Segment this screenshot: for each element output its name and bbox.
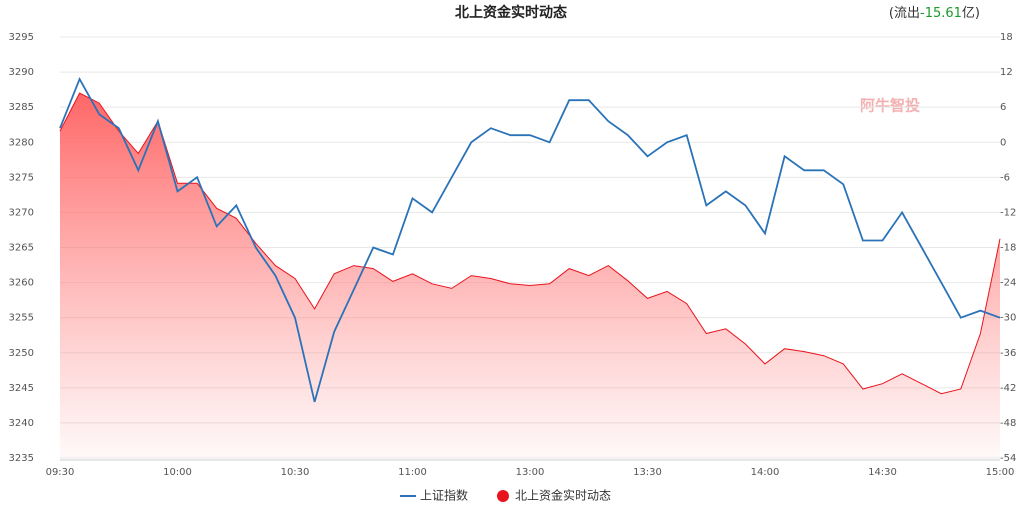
y-tick-label: 3240 bbox=[9, 418, 34, 429]
y2-tick-label: -42 bbox=[1000, 383, 1016, 394]
x-tick-label: 13:30 bbox=[633, 467, 662, 478]
watermark: 阿牛智投 bbox=[860, 97, 920, 115]
legend-swatch bbox=[497, 490, 509, 502]
y-tick-label: 3275 bbox=[9, 172, 34, 183]
y2-tick-label: -36 bbox=[1000, 348, 1016, 359]
legend-label: 上证指数 bbox=[420, 488, 468, 503]
legend-label: 北上资金实时动态 bbox=[515, 488, 611, 503]
x-tick-label: 10:00 bbox=[163, 467, 192, 478]
y-tick-label: 3235 bbox=[9, 453, 34, 464]
flow-note: (流出-15.61亿) bbox=[889, 6, 980, 21]
y2-tick-label: -18 bbox=[1000, 243, 1016, 254]
x-tick-label: 14:00 bbox=[751, 467, 780, 478]
x-tick-label: 10:30 bbox=[281, 467, 310, 478]
series-line bbox=[59, 92, 1001, 395]
y2-tick-label: -30 bbox=[1000, 313, 1016, 324]
area bbox=[60, 93, 1000, 458]
y2-tick-label: -48 bbox=[1000, 418, 1016, 429]
y-tick-label: 3260 bbox=[9, 278, 34, 289]
y-tick-label: 3295 bbox=[9, 32, 34, 43]
y-tick-label: 3280 bbox=[9, 137, 34, 148]
x-tick-label: 09:30 bbox=[46, 467, 75, 478]
y2-tick-label: 0 bbox=[1000, 137, 1006, 148]
series-line bbox=[59, 77, 1001, 403]
y2-tick-label: 12 bbox=[1000, 67, 1013, 78]
y-tick-label: 3270 bbox=[9, 207, 34, 218]
x-tick-label: 11:00 bbox=[398, 467, 427, 478]
y2-tick-label: -24 bbox=[1000, 278, 1016, 289]
flow-prefix: (流出 bbox=[889, 6, 920, 21]
y2-tick-label: 6 bbox=[1000, 102, 1006, 113]
flow-value: -15.61 bbox=[920, 6, 962, 21]
y-tick-label: 3290 bbox=[9, 67, 34, 78]
x-tick-label: 15:00 bbox=[986, 467, 1015, 478]
y-tick-label: 3265 bbox=[9, 243, 34, 254]
y-tick-label: 3255 bbox=[9, 313, 34, 324]
flow-suffix: 亿) bbox=[962, 6, 980, 21]
y-tick-label: 3250 bbox=[9, 348, 34, 359]
x-tick-label: 13:00 bbox=[516, 467, 545, 478]
y2-tick-label: -12 bbox=[1000, 207, 1016, 218]
y-tick-label: 3285 bbox=[9, 102, 34, 113]
y2-tick-label: -6 bbox=[1000, 172, 1010, 183]
y2-tick-label: 18 bbox=[1000, 32, 1013, 43]
chart-title: 北上资金实时动态 bbox=[455, 4, 567, 21]
y-tick-label: 3245 bbox=[9, 383, 34, 394]
x-tick-label: 14:30 bbox=[868, 467, 897, 478]
y2-tick-label: -54 bbox=[1000, 453, 1016, 464]
